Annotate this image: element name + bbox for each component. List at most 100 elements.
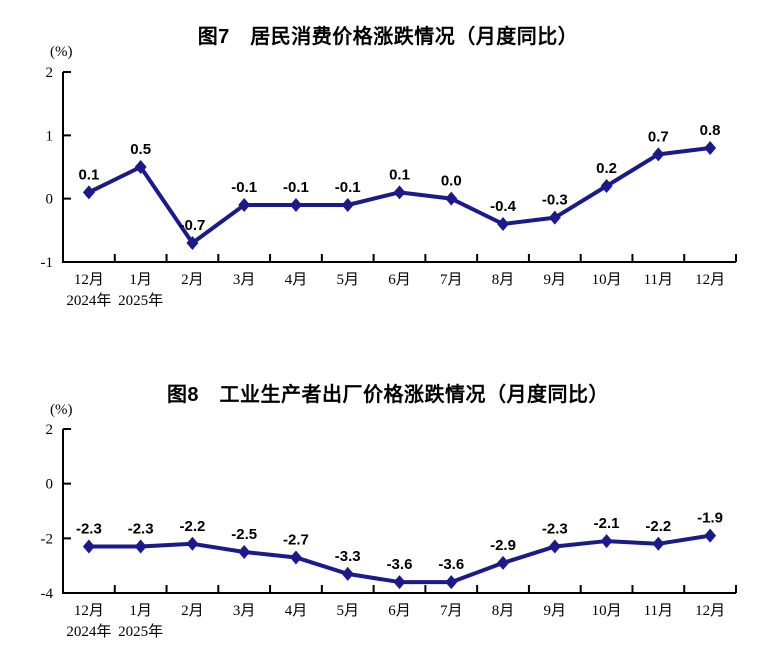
x-tick-label: 9月 [544, 272, 567, 288]
data-point-label: -2.2 [179, 518, 205, 535]
data-point-marker [548, 210, 561, 225]
data-point-label: -0.4 [490, 198, 517, 215]
data-point-label: -2.7 [283, 531, 309, 548]
data-point-marker [134, 160, 147, 174]
data-point-label: -0.1 [335, 179, 361, 196]
x-axis-tick-labels: 12月 1月 2月 3月 4月 5月 6月 7月 8月 9月 10月 11月 12月 2024年 2025年 [66, 603, 725, 640]
data-point-label: -2.9 [490, 537, 516, 554]
x-tick-label: 12月 [74, 603, 104, 619]
data-labels: 0.1 0.5 -0.7 -0.1 -0.1 -0.1 0.1 0.0 -0.4 -0.3 0.2 0… [78, 122, 720, 234]
y-tick-label: 2 [46, 422, 54, 438]
data-point-label: 0.7 [648, 128, 669, 145]
data-point-label: 0.0 [441, 173, 462, 190]
data-point-label: -2.3 [76, 521, 102, 538]
data-point-marker [186, 536, 199, 551]
y-tick-label: -4 [41, 586, 54, 602]
data-point-marker [341, 198, 354, 212]
x-tick-label: 6月 [388, 272, 411, 288]
x-tick-label: 4月 [285, 272, 308, 288]
x-tick-label: 1月 [129, 272, 152, 288]
data-point-marker [652, 536, 665, 551]
x-tick-label: 12月 [695, 272, 725, 288]
x-tick-label: 2月 [181, 272, 204, 288]
y-tick-label: 0 [46, 192, 54, 208]
x-tick-label: 9月 [544, 603, 567, 619]
y-tick-label: -1 [41, 255, 54, 271]
data-point-label: -2.5 [231, 526, 257, 543]
x-tick-label: 8月 [492, 272, 515, 288]
y-tick-label: 2 [46, 65, 54, 81]
series-markers [82, 141, 717, 250]
data-point-marker [289, 550, 302, 565]
data-point-marker [186, 236, 199, 250]
data-point-marker [600, 179, 613, 193]
data-point-marker [497, 555, 510, 570]
y-tick-label: 0 [46, 477, 54, 493]
y-axis-tick-labels: 2 0 -2 -4 [41, 422, 54, 602]
x-year-label: 2025年 [118, 623, 163, 640]
data-point-label: -0.1 [283, 179, 309, 196]
data-labels: -2.3 -2.3 -2.2 -2.5 -2.7 -3.3 -3.6 -3.6 -2.9 -2.3… [76, 510, 723, 573]
x-tick-label: 3月 [233, 603, 256, 619]
data-point-label: 0.8 [700, 122, 721, 139]
x-tick-label: 7月 [440, 603, 463, 619]
data-point-marker [82, 539, 95, 554]
data-point-label: -3.3 [335, 548, 361, 565]
data-point-label: -2.3 [542, 521, 568, 538]
data-point-label: -2.3 [128, 521, 154, 538]
x-tick-label: 1月 [129, 603, 152, 619]
data-point-label: 0.1 [78, 166, 99, 183]
x-year-label: 2024年 [66, 623, 111, 640]
y-axis-tick-labels: 2 1 0 -1 [41, 65, 54, 271]
data-point-marker [497, 217, 510, 231]
data-point-marker [134, 539, 147, 554]
figure-7-title: 图7 居民消费价格涨跌情况（月度同比） [197, 26, 579, 48]
data-point-marker [704, 528, 717, 543]
figure-8-plot: 2 0 -2 -4 12月 1月 2月 3月 4月 5月 6月 7月 8月 9月 10月 11月 12月 2024… [41, 422, 737, 640]
x-tick-label: 5月 [336, 272, 359, 288]
x-year-label: 2024年 [66, 292, 111, 309]
data-point-marker [289, 198, 302, 212]
data-point-marker [82, 185, 95, 200]
data-point-marker [600, 534, 613, 549]
x-tick-label: 3月 [233, 272, 256, 288]
data-point-label: -0.7 [179, 217, 205, 234]
data-point-label: 0.1 [389, 166, 410, 183]
y-tick-label: 1 [46, 128, 54, 144]
data-point-marker [445, 575, 458, 590]
data-point-marker [238, 198, 251, 212]
data-point-label: -1.9 [697, 510, 723, 527]
series-markers [82, 528, 717, 590]
y-tick-label: -2 [41, 531, 54, 547]
x-tick-label: 5月 [336, 603, 359, 619]
data-point-marker [704, 141, 717, 155]
x-tick-label: 11月 [644, 272, 673, 288]
data-point-label: -3.6 [387, 556, 413, 573]
data-point-label: -0.1 [231, 179, 257, 196]
data-point-label: 0.5 [130, 141, 151, 158]
axis [62, 428, 737, 594]
data-point-label: -3.6 [438, 556, 464, 573]
x-tick-label: 2月 [181, 603, 204, 619]
x-tick-label: 10月 [592, 603, 622, 619]
x-tick-label: 12月 [695, 603, 725, 619]
figure-7: 图7 居民消费价格涨跌情况（月度同比） (%) 2 1 0 -1 12月 1月 2月 3月 4月… [41, 26, 737, 309]
figure-8-unit-label: (%) [50, 402, 73, 418]
figure-8: 图8 工业生产者出厂价格涨跌情况（月度同比） (%) 2 0 -2 -4 12月 1月 2月… [0, 330, 776, 655]
figure-7-unit-label: (%) [50, 44, 73, 60]
axis [62, 71, 737, 263]
data-point-marker [341, 566, 354, 581]
x-tick-label: 6月 [388, 603, 411, 619]
x-tick-label: 10月 [592, 272, 622, 288]
data-point-marker [238, 545, 251, 559]
data-point-marker [393, 575, 406, 590]
figure-7-plot: 2 1 0 -1 12月 1月 2月 3月 4月 5月 6月 7月 8月 9月 10月 11月 12月 2024年… [41, 65, 737, 309]
x-axis-tick-labels: 12月 1月 2月 3月 4月 5月 6月 7月 8月 9月 10月 11月 12月 2024年 2025年 [66, 272, 725, 309]
x-tick-label: 12月 [74, 272, 104, 288]
data-point-label: -0.3 [542, 192, 568, 209]
data-point-marker [445, 191, 458, 206]
data-point-label: 0.2 [596, 160, 617, 177]
data-point-label: -2.1 [594, 515, 620, 532]
x-tick-label: 8月 [492, 603, 515, 619]
